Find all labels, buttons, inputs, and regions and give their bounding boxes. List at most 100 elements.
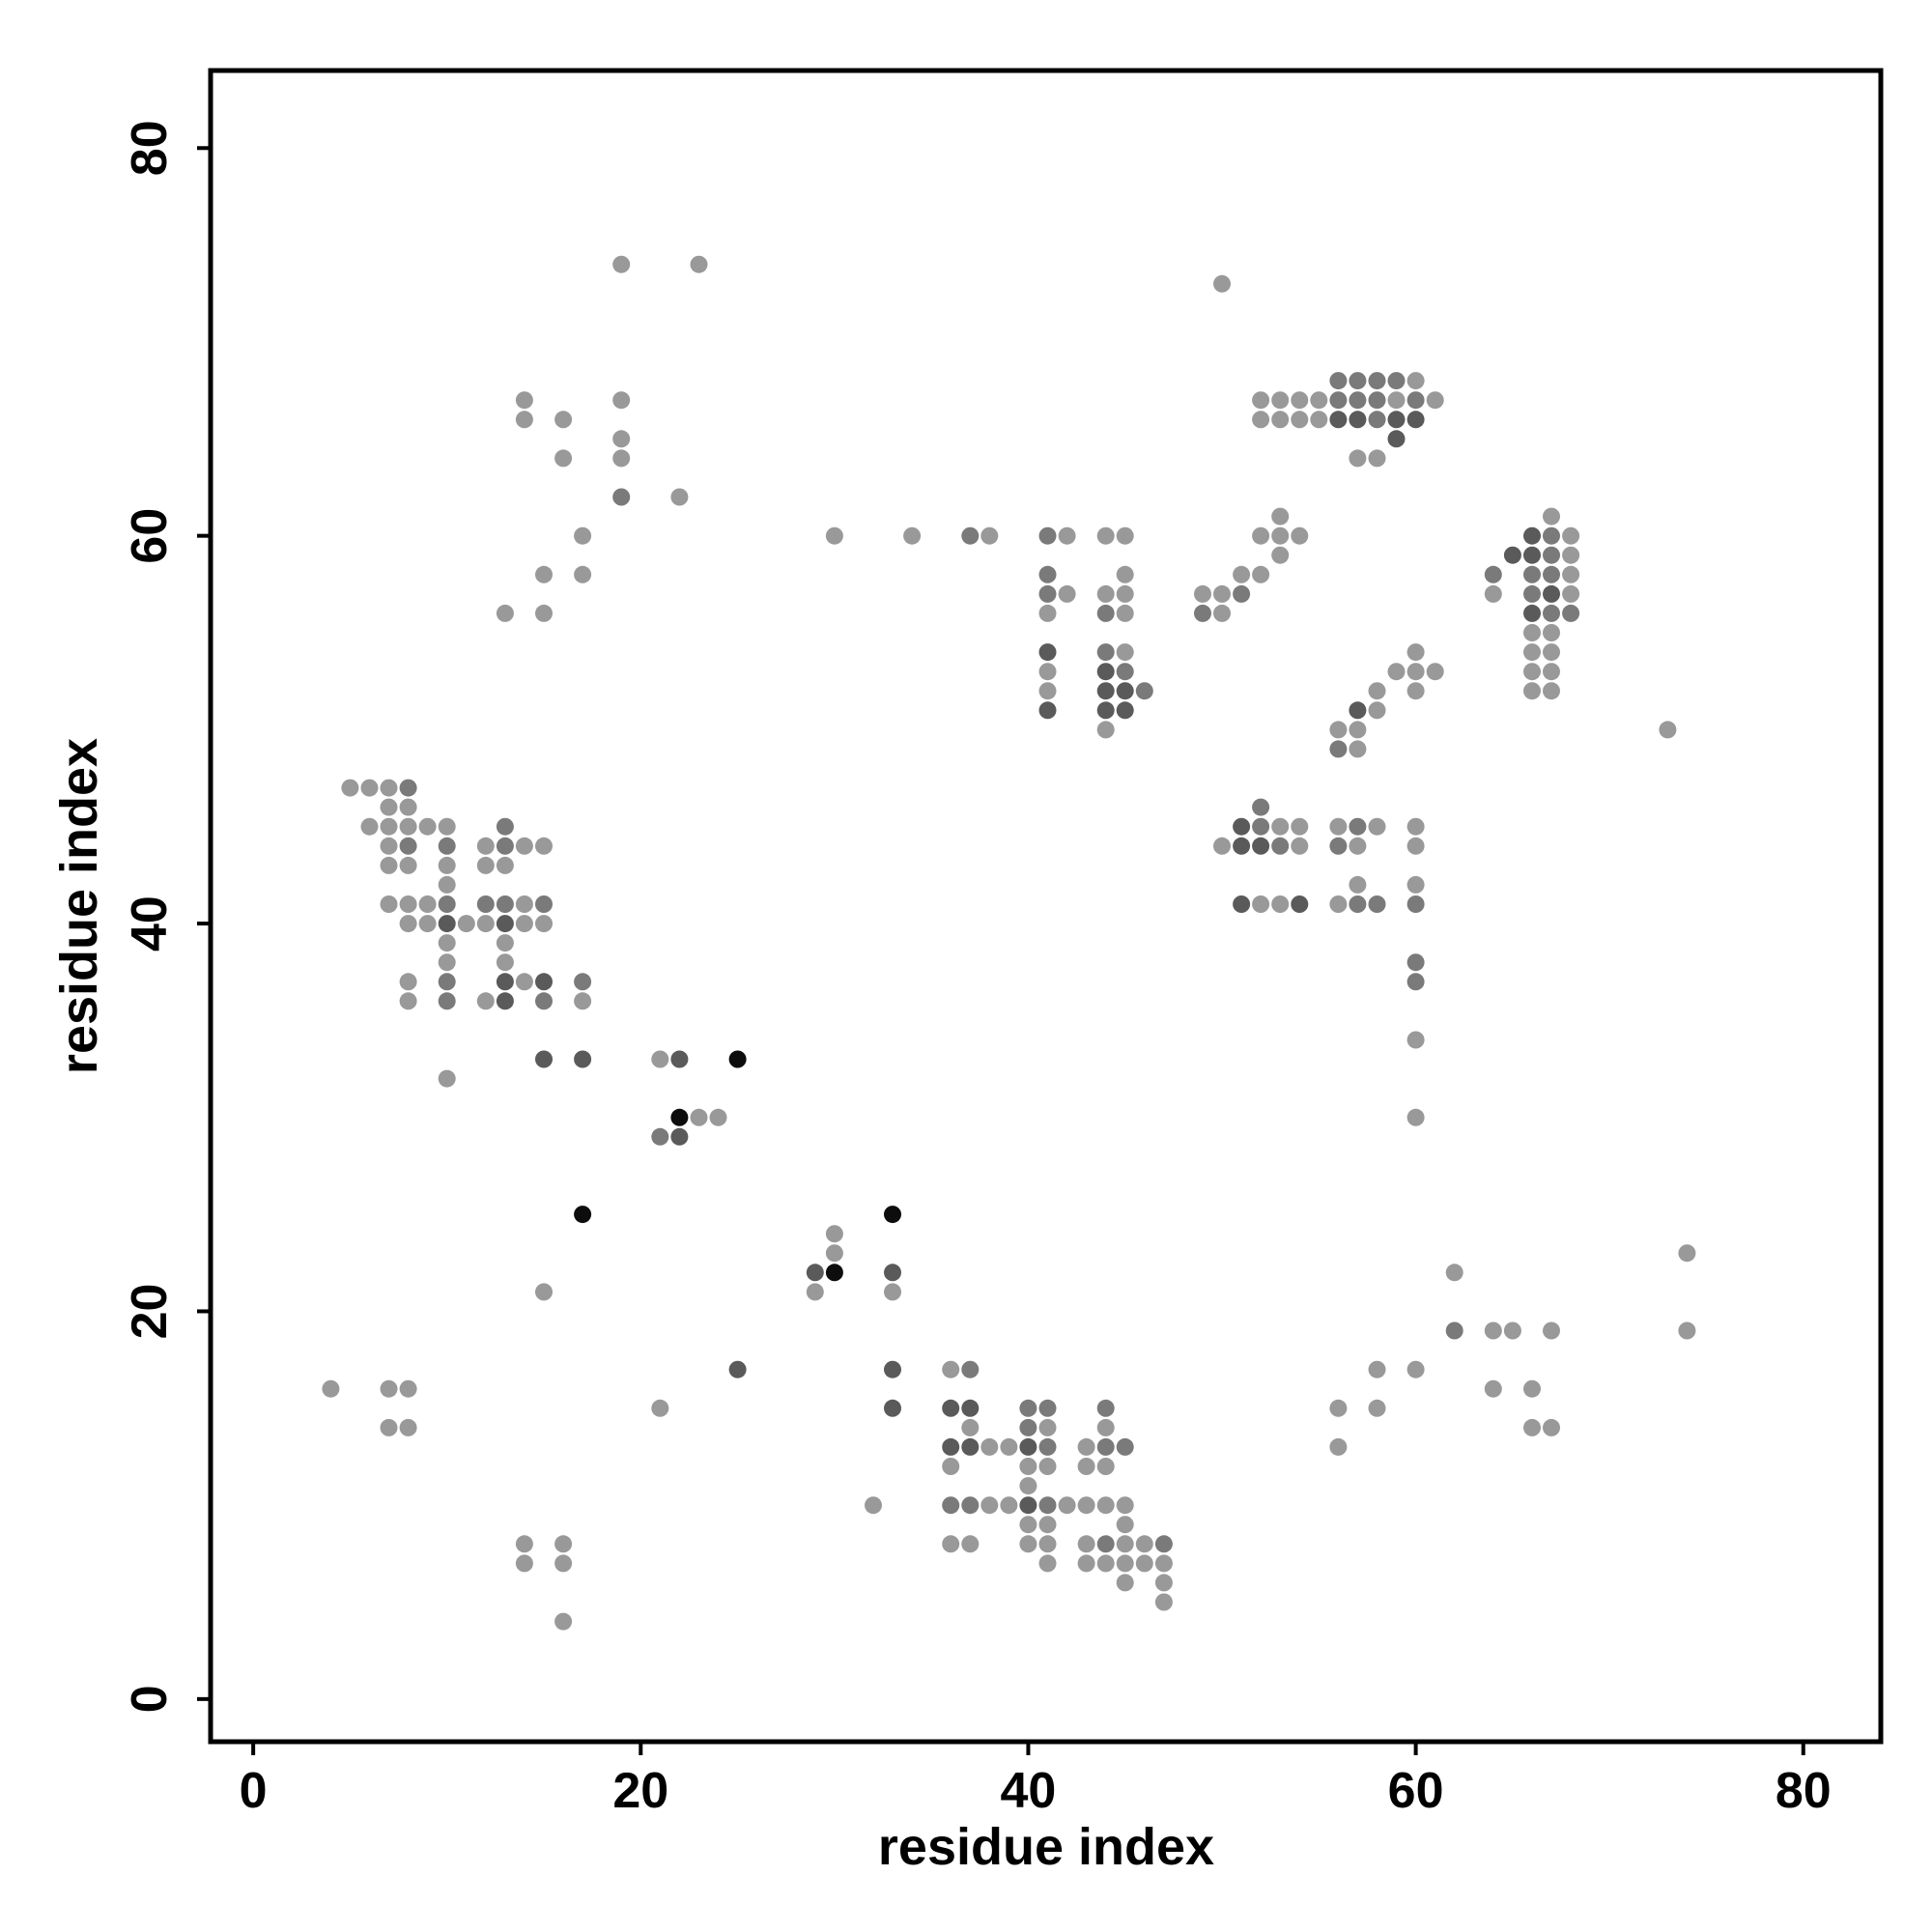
contact-point-39 [1116,643,1134,662]
contact-point-151 [438,875,456,894]
contact-point-87 [1406,643,1425,662]
contact-point-28 [1038,604,1057,622]
y-tick-label-20: 20 [122,1284,178,1340]
contact-point-318 [1678,1321,1696,1340]
contact-point-247 [554,1535,573,1553]
contact-point-171 [496,953,514,972]
contact-point-283 [961,1535,980,1553]
contact-point-57 [1426,391,1444,410]
contact-point-155 [438,895,456,913]
contact-point-178 [399,992,417,1010]
contact-point-174 [496,973,514,991]
contact-point-205 [1233,895,1251,913]
contact-point-193 [651,1127,669,1146]
contact-point-200 [1213,837,1231,855]
contact-point-275 [1038,1496,1057,1515]
contact-point-156 [476,895,495,913]
contact-point-287 [1077,1437,1095,1456]
contact-point-49 [1271,391,1290,410]
contact-point-282 [942,1535,960,1553]
contact-point-192 [709,1108,727,1126]
contact-point-255 [961,1418,980,1436]
contact-point-212 [1329,837,1348,855]
contact-point-239 [651,1399,669,1417]
contact-point-65 [1387,411,1406,429]
contact-point-270 [942,1496,960,1515]
contact-point-131 [380,798,398,816]
contact-point-310 [1484,1321,1502,1340]
contact-point-137 [438,817,456,836]
contact-point-304 [1154,1554,1173,1573]
contact-point-215 [1329,895,1348,913]
contact-point-209 [1329,817,1348,836]
contact-point-16 [535,604,553,622]
contact-point-206 [1252,895,1270,913]
contact-point-115 [1523,604,1541,622]
contact-point-299 [1154,1535,1173,1553]
contact-point-323 [1329,1437,1348,1456]
contact-point-14 [574,565,592,583]
contact-point-103 [1503,546,1521,564]
contact-point-141 [438,837,456,855]
contact-point-154 [418,895,437,913]
contact-point-110 [1562,565,1580,583]
y-axis: 0 20 40 60 80 [122,120,211,1713]
contact-point-321 [1329,1399,1348,1417]
contact-point-307 [1154,1593,1173,1611]
contact-point-120 [1523,643,1541,662]
contact-point-63 [1349,411,1367,429]
contact-point-17 [825,526,843,545]
contact-point-201 [1233,837,1251,855]
contact-point-32 [1038,701,1057,720]
contact-point-118 [1523,624,1541,641]
contact-point-280 [1019,1516,1037,1534]
contact-point-161 [418,915,437,933]
contact-point-130 [399,779,417,797]
contact-point-0 [612,255,631,273]
contact-point-162 [438,915,456,933]
contact-point-294 [1116,1516,1134,1534]
contact-point-250 [554,1612,573,1631]
contact-point-179 [438,992,456,1010]
contact-point-142 [476,837,495,855]
contact-point-268 [1038,1458,1057,1475]
contact-point-80 [1233,565,1251,583]
contact-point-106 [1562,546,1580,564]
contact-point-44 [1135,682,1153,700]
contact-point-99 [1543,507,1560,526]
contact-point-107 [1484,565,1502,583]
contact-point-228 [884,1206,901,1224]
y-tick-label-60: 60 [122,508,178,564]
contact-point-202 [1252,837,1270,855]
contact-point-139 [380,837,398,855]
contact-point-18 [903,526,922,545]
contact-point-185 [574,1050,592,1068]
contact-point-288 [1096,1437,1115,1456]
contact-point-295 [1077,1535,1095,1553]
contact-point-222 [1406,953,1425,972]
plot-frame [208,68,1884,1745]
contact-point-83 [1213,584,1231,603]
contact-point-273 [1000,1496,1018,1515]
contact-point-284 [1019,1535,1037,1553]
contact-point-300 [1077,1554,1095,1573]
contact-point-22 [1058,526,1076,545]
contact-point-5 [515,411,533,429]
contact-point-73 [1349,449,1367,468]
contact-point-319 [1368,1360,1386,1378]
contact-point-144 [515,837,533,855]
contact-point-4 [612,391,631,410]
contact-point-180 [476,992,495,1010]
contact-point-12 [574,526,592,545]
contact-point-6 [554,411,573,429]
contact-point-127 [341,779,359,797]
contact-point-95 [1329,721,1348,739]
contact-point-281 [1038,1516,1057,1534]
data-points [322,255,1696,1631]
contact-point-88 [1387,663,1406,681]
x-tick-label-80: 80 [1776,1763,1832,1819]
contact-point-220 [1406,875,1425,894]
contact-point-291 [1096,1418,1115,1436]
contact-point-116 [1543,604,1560,622]
